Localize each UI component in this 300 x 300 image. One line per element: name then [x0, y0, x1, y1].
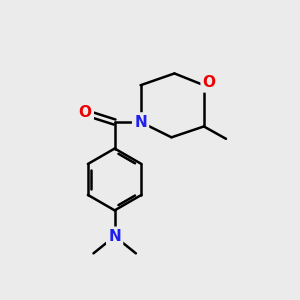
- Text: O: O: [79, 105, 92, 120]
- Text: N: N: [108, 229, 121, 244]
- Text: O: O: [203, 75, 216, 90]
- Text: N: N: [134, 115, 147, 130]
